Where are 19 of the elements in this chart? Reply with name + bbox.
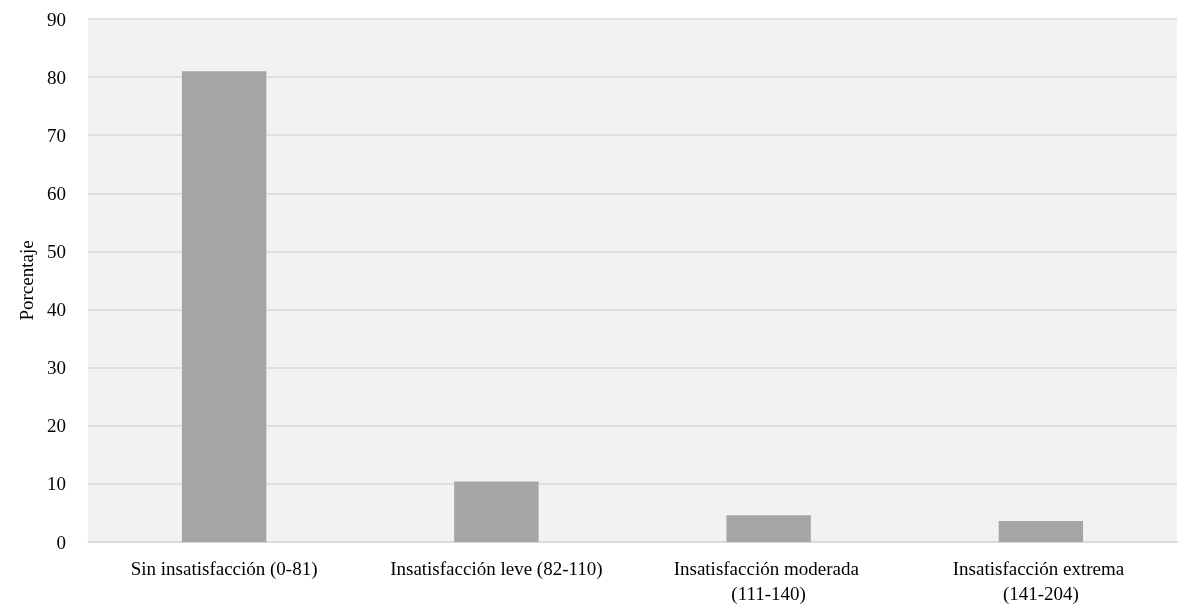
y-axis-title: Porcentaje [16, 240, 37, 321]
bar [726, 515, 811, 542]
bar [998, 521, 1084, 542]
y-tick-label: 60 [47, 182, 66, 204]
x-tick-label: Sin insatisfacción (0-81) [130, 558, 318, 580]
x-tick-label: Insatisfacción moderada (111-140) [673, 558, 864, 605]
y-tick-label: 10 [47, 473, 66, 495]
y-tick-label: 0 [56, 531, 66, 553]
x-tick-label: Insatisfacción leve (82-110) [390, 558, 603, 580]
bar [454, 481, 539, 542]
y-tick-label: 30 [47, 357, 66, 379]
bar [181, 71, 267, 542]
y-tick-label: 80 [47, 66, 66, 88]
y-tick-label: 20 [47, 415, 66, 437]
y-tick-label: 40 [47, 299, 66, 321]
y-tick-label: 90 [47, 8, 66, 30]
y-tick-label: 70 [47, 124, 66, 146]
y-tick-label: 50 [47, 240, 66, 262]
x-tick-label: Insatisfacción extrema (141-204) [952, 558, 1129, 605]
